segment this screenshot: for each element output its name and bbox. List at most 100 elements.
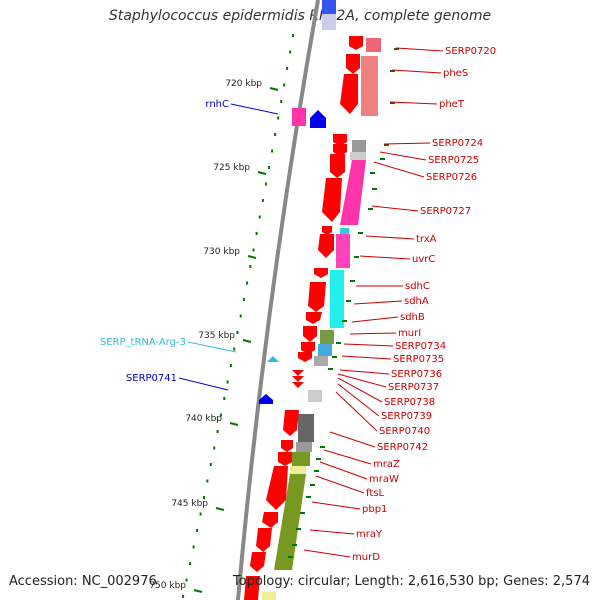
- leader-line: [230, 103, 279, 115]
- feature-block: [290, 466, 306, 474]
- cds-arrow: [292, 370, 304, 376]
- tick-label: 720 kbp: [225, 79, 262, 89]
- trna-marker: [267, 356, 279, 362]
- tick-mark: [269, 87, 279, 91]
- ring-dot: [229, 364, 232, 367]
- cds-arrow: [292, 376, 304, 382]
- track-tick: [390, 70, 395, 72]
- cds-arrow: [298, 352, 312, 362]
- track-tick: [346, 300, 351, 302]
- tick-mark: [242, 339, 252, 343]
- track-tick: [292, 544, 297, 546]
- gene-label: uvrC: [412, 254, 435, 265]
- cds-arrow: [308, 282, 326, 312]
- leader-line: [353, 300, 403, 305]
- track-tick: [310, 484, 315, 486]
- leader-line: [319, 461, 368, 480]
- cds-arrow: [283, 410, 299, 436]
- cds-arrow: [310, 110, 326, 128]
- feature-block: [318, 344, 332, 356]
- gene-label: SERP0742: [377, 442, 428, 453]
- kbp-ticks: 720 kbp 725 kbp 730 kbp 735 kbp 740 kbp 745 k…: [149, 79, 279, 593]
- feature-block: [340, 228, 349, 236]
- cds-arrow: [306, 312, 322, 324]
- cds-arrow: [346, 54, 360, 74]
- ring-dot: [258, 215, 261, 219]
- ring-dot: [199, 512, 202, 516]
- ring-dot: [274, 133, 277, 136]
- feature-block: [322, 0, 336, 14]
- leader-line: [337, 383, 380, 417]
- cds-arrow: [301, 342, 315, 354]
- track-tick: [332, 356, 337, 358]
- tick-mark: [257, 171, 267, 175]
- track-tick: [380, 158, 385, 160]
- gene-label: SERP0738: [384, 397, 435, 408]
- gene-label: SERP0724: [432, 138, 483, 149]
- leader-line: [309, 529, 355, 535]
- cds-arrow: [303, 326, 317, 342]
- gene-label: murD: [352, 552, 380, 563]
- ring-dot: [242, 298, 245, 301]
- cds-arrow: [259, 394, 273, 404]
- ring-dot: [283, 83, 286, 87]
- feature-block: [320, 330, 334, 344]
- ring-dot: [246, 281, 249, 285]
- gene-label: SERP0737: [388, 382, 439, 393]
- feature-blocks: [244, 0, 381, 600]
- ring-dot: [261, 199, 264, 202]
- cds-arrow: [244, 576, 260, 600]
- track-tick: [320, 446, 325, 448]
- map-title: Staphylococcus epidermidis RP62A, comple…: [108, 8, 492, 24]
- gene-label: SERP0741: [126, 373, 177, 384]
- track-tick: [350, 280, 355, 282]
- cds-arrow: [266, 466, 288, 510]
- tick-mark: [229, 422, 239, 426]
- gene-label: mraZ: [373, 459, 400, 470]
- track-tick: [314, 470, 319, 472]
- leader-line: [349, 332, 397, 335]
- feature-block: [308, 390, 322, 402]
- ring-dot: [189, 562, 192, 565]
- feature-block: [322, 14, 336, 30]
- ring-dot: [223, 397, 226, 400]
- leader-line: [311, 501, 361, 510]
- gene-label: murI: [398, 328, 421, 339]
- ring-dot: [268, 166, 270, 169]
- tick-label: 745 kbp: [171, 499, 208, 509]
- tick-label: 725 kbp: [213, 163, 250, 173]
- cds-arrow: [278, 452, 292, 466]
- ring-dot: [289, 50, 292, 54]
- track-ticks: [288, 48, 399, 558]
- tick-label: 735 kbp: [198, 331, 235, 341]
- leader-line: [359, 255, 411, 260]
- ring-dot: [213, 446, 216, 450]
- ring-dot: [286, 67, 289, 70]
- ring-dot: [185, 578, 188, 582]
- feature-block: [292, 452, 310, 466]
- gene-label: sdhC: [405, 281, 430, 292]
- ring-dot: [252, 248, 255, 252]
- track-tick: [372, 188, 377, 190]
- cds-arrow: [349, 36, 363, 50]
- leader-line: [373, 161, 425, 178]
- gene-label: pheS: [443, 68, 468, 79]
- tick-mark: [247, 255, 257, 259]
- ring-dot: [192, 545, 195, 549]
- feature-block: [292, 108, 306, 126]
- track-tick: [316, 458, 321, 460]
- leader-line: [329, 431, 376, 448]
- outer-dotted-ring: [182, 34, 294, 598]
- feature-block: [352, 140, 366, 152]
- track-tick: [296, 528, 301, 530]
- feature-block: [296, 442, 312, 452]
- leader-line: [337, 373, 387, 388]
- feature-block: [298, 414, 314, 442]
- backbone-line: [236, 0, 320, 600]
- feature-block: [350, 152, 366, 160]
- ring-dot: [236, 331, 239, 334]
- ring-dot: [280, 100, 283, 103]
- feature-block: [274, 474, 306, 570]
- cds-arrow: [256, 528, 272, 552]
- gene-label: SERP0734: [395, 341, 446, 352]
